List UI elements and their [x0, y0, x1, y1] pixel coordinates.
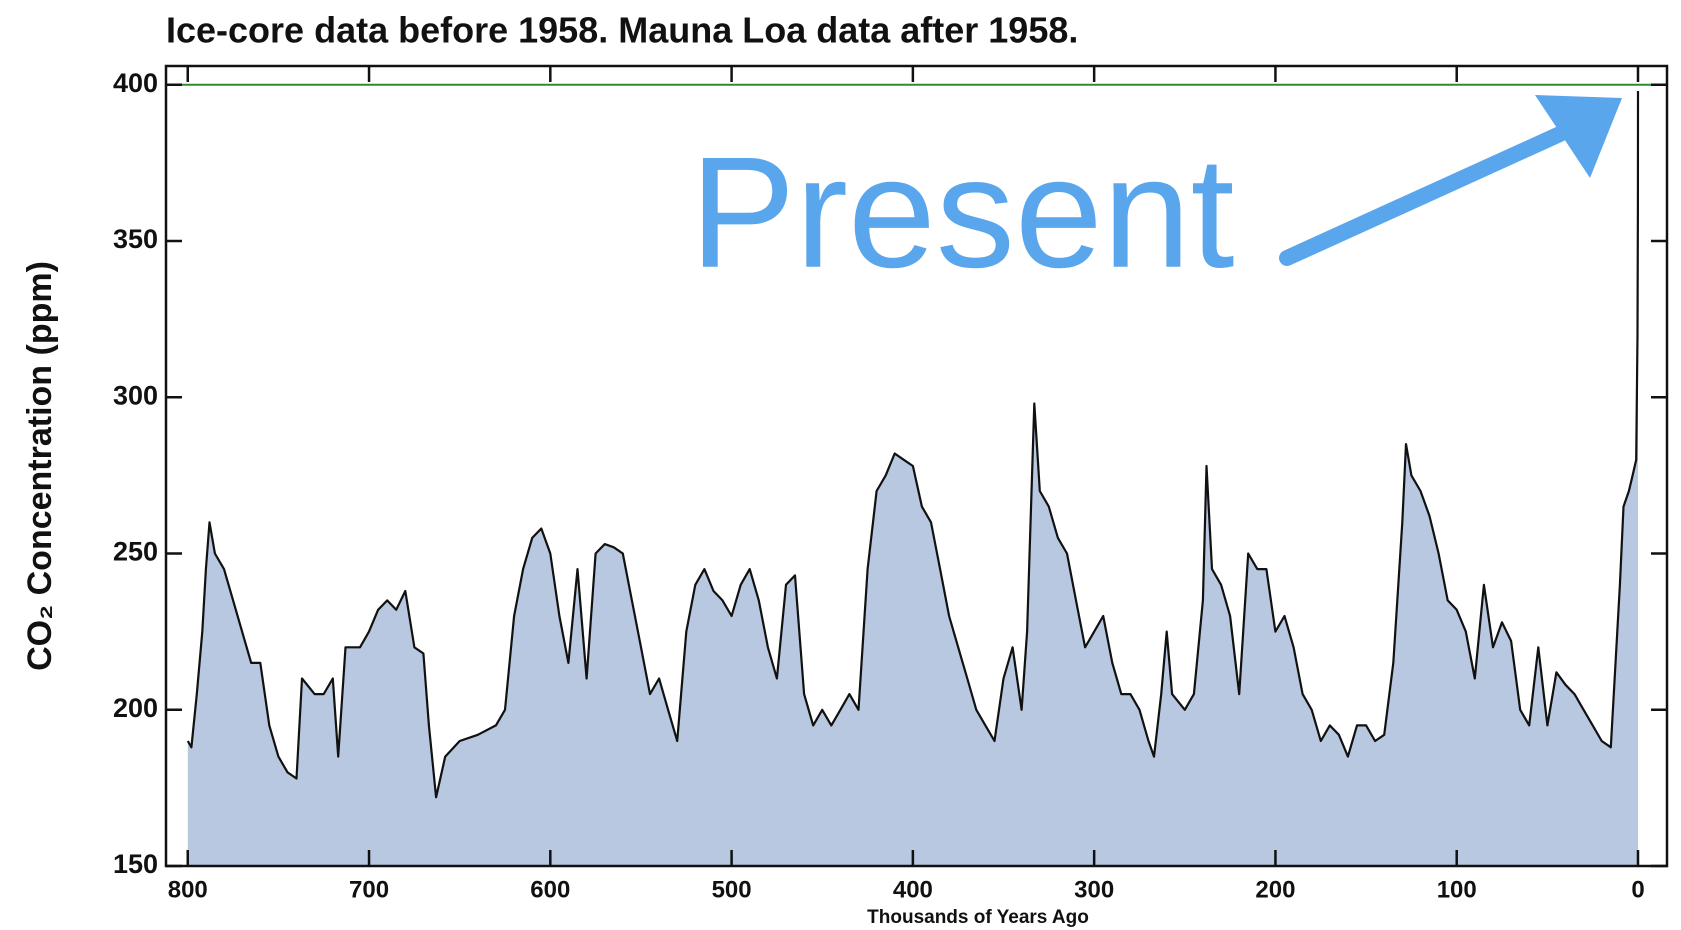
x-axis-label: Thousands of Years Ago [867, 907, 1089, 928]
x-tick-label: 500 [712, 876, 752, 903]
annotation-arrow-shaft [1279, 126, 1568, 266]
y-tick-label: 350 [113, 224, 158, 254]
x-tick-label: 300 [1074, 876, 1114, 903]
area [187, 91, 1638, 866]
y-tick-label: 400 [113, 68, 158, 98]
y-axis-label: CO₂ Concentration (ppm) [21, 261, 59, 671]
y-tick-label: 200 [113, 693, 158, 723]
x-tick-label: 200 [1255, 876, 1295, 903]
x-tick-label: 0 [1631, 876, 1644, 903]
x-tick-label: 600 [530, 876, 570, 903]
line [186, 90, 1640, 799]
y-tick-label: 250 [113, 537, 158, 567]
x-tick-label: 800 [168, 876, 208, 903]
plot-frame [164, 64, 1669, 868]
annotation-arrow-head [1535, 95, 1622, 178]
y-tick-label: 300 [113, 380, 158, 410]
x-tick-label: 100 [1437, 876, 1477, 903]
x-tick-label: 400 [893, 876, 933, 903]
annotation: Present [690, 125, 1235, 301]
chart-title: Ice-core data before 1958. Mauna Loa dat… [166, 10, 1078, 51]
y-tick-label: 150 [113, 849, 158, 879]
x-tick-label: 700 [349, 876, 389, 903]
